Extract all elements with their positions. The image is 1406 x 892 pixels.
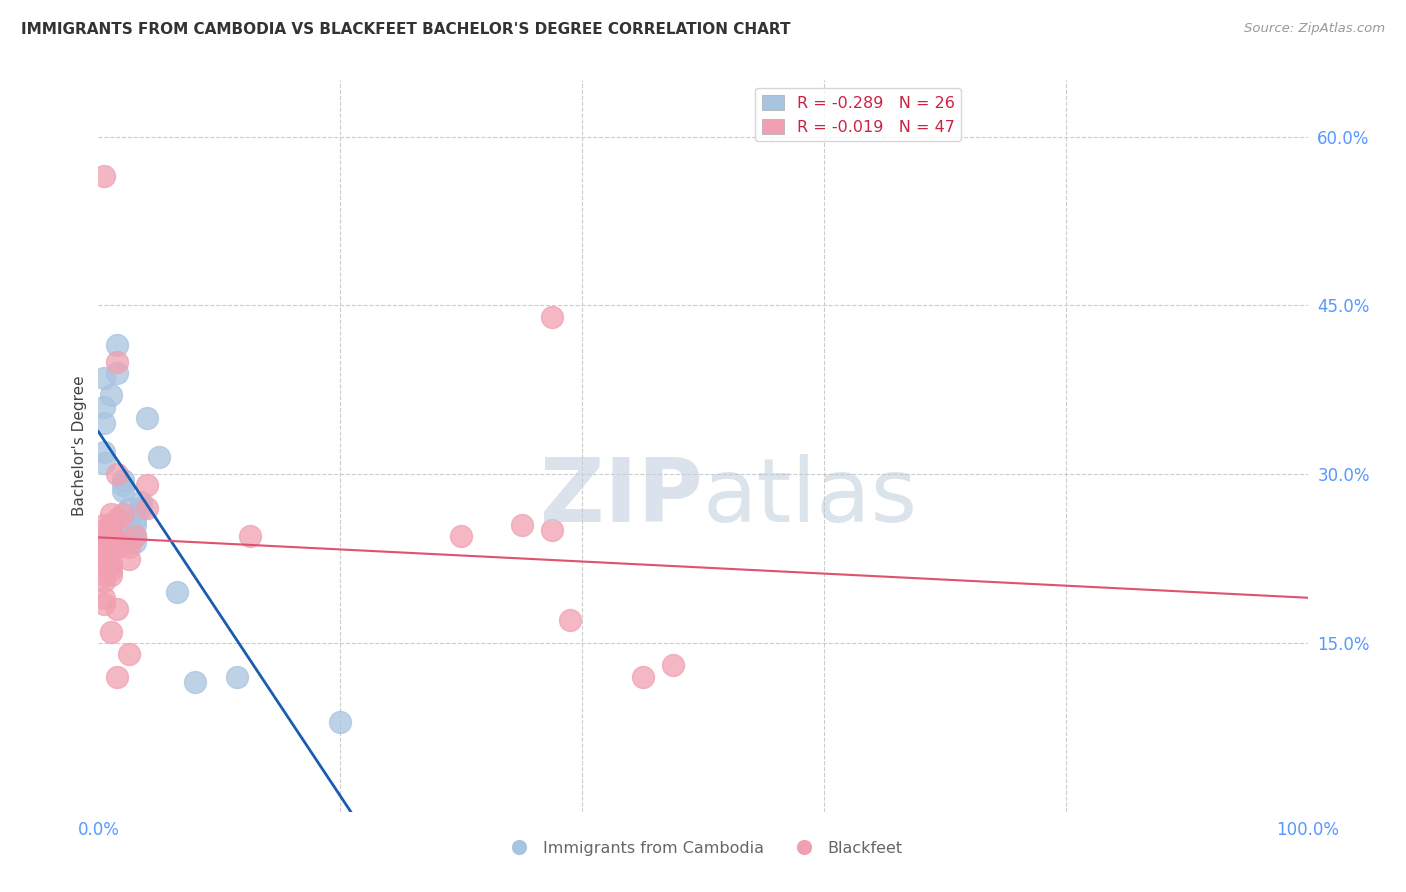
Point [100,524,122,538]
Point [118,647,141,661]
Point [662,658,685,673]
Point [124,529,146,543]
Point [100,507,122,521]
Point [118,541,141,555]
Point [93,417,115,431]
Point [129,495,152,509]
Point [111,478,134,492]
Point [100,568,122,582]
Point [329,714,352,729]
Y-axis label: Bachelor's Degree: Bachelor's Degree [72,376,87,516]
Point [166,585,188,599]
Point [105,366,128,380]
Point [239,529,262,543]
Text: Source: ZipAtlas.com: Source: ZipAtlas.com [1244,22,1385,36]
Text: ZIP: ZIP [540,454,703,541]
Point [93,597,115,611]
Point [510,517,533,532]
Point [93,529,115,543]
Point [631,670,654,684]
Point [450,529,472,543]
Point [129,500,152,515]
Point [93,551,115,566]
Point [93,546,115,560]
Point [148,450,170,465]
Point [100,517,122,532]
Point [135,500,157,515]
Point [226,670,249,684]
Point [93,591,115,605]
Point [124,534,146,549]
Legend: Immigrants from Cambodia, Blackfeet: Immigrants from Cambodia, Blackfeet [496,835,910,863]
Point [540,524,562,538]
Point [105,602,128,616]
Point [100,624,122,639]
Text: atlas: atlas [703,454,918,541]
Point [118,551,141,566]
Point [93,541,115,555]
Point [93,568,115,582]
Point [105,337,128,351]
Point [100,546,122,560]
Point [93,456,115,470]
Point [118,500,141,515]
Point [105,541,128,555]
Point [100,388,122,402]
Point [100,557,122,571]
Point [93,524,115,538]
Point [111,473,134,487]
Point [93,400,115,414]
Point [93,371,115,385]
Point [118,524,141,538]
Point [93,534,115,549]
Point [100,529,122,543]
Point [93,574,115,588]
Point [93,557,115,571]
Point [558,614,581,628]
Point [124,512,146,526]
Point [111,534,134,549]
Point [540,310,562,324]
Point [111,507,134,521]
Point [105,534,128,549]
Point [100,563,122,577]
Point [118,517,141,532]
Point [184,675,207,690]
Point [105,354,128,368]
Point [93,444,115,458]
Text: IMMIGRANTS FROM CAMBODIA VS BLACKFEET BACHELOR'S DEGREE CORRELATION CHART: IMMIGRANTS FROM CAMBODIA VS BLACKFEET BA… [21,22,790,37]
Point [135,478,157,492]
Point [100,541,122,555]
Point [124,517,146,532]
Point [93,517,115,532]
Point [105,512,128,526]
Point [105,670,128,684]
Point [135,410,157,425]
Point [124,529,146,543]
Point [105,467,128,482]
Point [100,534,122,549]
Point [111,483,134,498]
Point [93,169,115,183]
